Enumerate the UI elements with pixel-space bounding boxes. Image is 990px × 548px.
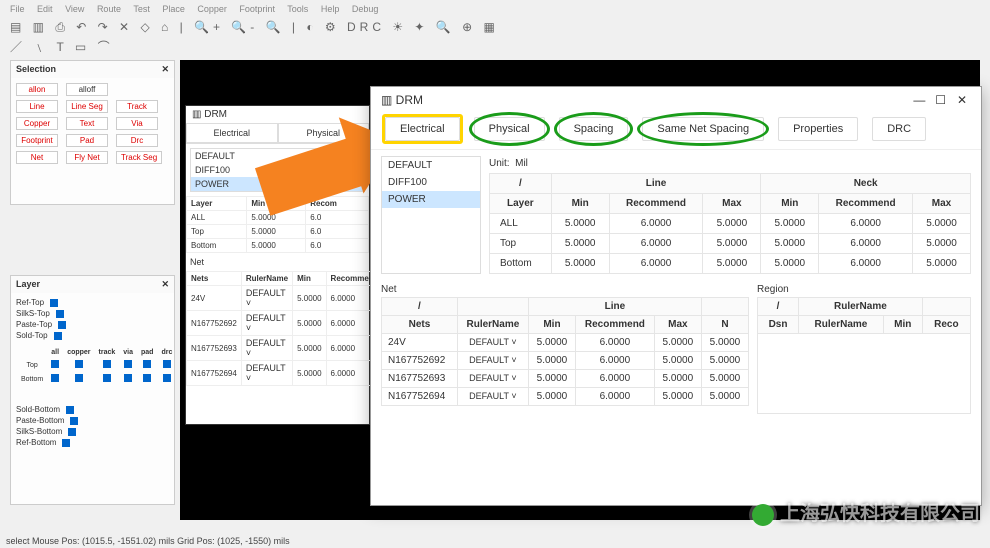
- net-section-label: Net: [381, 282, 749, 297]
- selection-footprint[interactable]: Footprint: [16, 134, 58, 147]
- layer-silks-bottom[interactable]: SilkS-Bottom: [16, 427, 169, 436]
- unit-label: Unit:: [489, 158, 510, 169]
- selection-net[interactable]: Net: [16, 151, 58, 164]
- menu-help[interactable]: Help: [321, 4, 340, 14]
- layer-paste-bottom[interactable]: Paste-Bottom: [16, 416, 169, 425]
- selection-via[interactable]: Via: [116, 117, 158, 130]
- selection-copper[interactable]: Copper: [16, 117, 58, 130]
- selection-fly-net[interactable]: Fly Net: [66, 151, 108, 164]
- menu-edit[interactable]: Edit: [37, 4, 53, 14]
- layer-ref-top[interactable]: Ref-Top: [16, 298, 169, 307]
- region-section-label: Region: [757, 282, 971, 297]
- layer-title: Layer: [16, 279, 40, 290]
- toolbar-row-1[interactable]: ▤ ▥ ⎙ ↶ ↷ ✕ ◇ ⌂ | 🔍+ 🔍- 🔍 | ◐ ⚙ DRC ☀ ✦ …: [10, 20, 499, 35]
- tab-properties[interactable]: Properties: [778, 117, 858, 141]
- minimize-button[interactable]: —: [910, 93, 928, 107]
- tab-physical[interactable]: Physical: [474, 117, 545, 141]
- tab-same-net-spacing[interactable]: Same Net Spacing: [642, 117, 764, 141]
- drm-small-title: DRM: [204, 109, 227, 120]
- menu-view[interactable]: View: [65, 4, 84, 14]
- rule-diff100[interactable]: DIFF100: [382, 174, 480, 191]
- menu-route[interactable]: Route: [97, 4, 121, 14]
- menu-debug[interactable]: Debug: [352, 4, 379, 14]
- menu-tools[interactable]: Tools: [287, 4, 308, 14]
- rule-power[interactable]: POWER: [382, 191, 480, 208]
- rule-default[interactable]: DEFAULT: [382, 157, 480, 174]
- tab-spacing[interactable]: Spacing: [559, 117, 629, 141]
- layer-silks-top[interactable]: SilkS-Top: [16, 309, 169, 318]
- selection-text[interactable]: Text: [66, 117, 108, 130]
- close-icon[interactable]: ✕: [161, 279, 169, 290]
- watermark: 上海弘快科技有限公司: [752, 497, 980, 526]
- drm-window: ▥ DRM — ☐ ✕ ElectricalPhysicalSpacingSam…: [370, 86, 982, 506]
- close-button[interactable]: ✕: [953, 93, 971, 107]
- menubar: File Edit View Route Test Place Copper F…: [10, 4, 388, 14]
- selection-title: Selection: [16, 64, 56, 75]
- selection-alloff[interactable]: alloff: [66, 83, 108, 96]
- layer-paste-top[interactable]: Paste-Top: [16, 320, 169, 329]
- unit-value: Mil: [515, 158, 528, 169]
- tab-electrical-small[interactable]: Electrical: [186, 123, 278, 143]
- selection-track-seg[interactable]: Track Seg: [116, 151, 162, 164]
- menu-file[interactable]: File: [10, 4, 25, 14]
- layer-ref-bottom[interactable]: Ref-Bottom: [16, 438, 169, 447]
- selection-pad[interactable]: Pad: [66, 134, 108, 147]
- menu-place[interactable]: Place: [162, 4, 185, 14]
- status-bar: select Mouse Pos: (1015.5, -1551.02) mil…: [6, 536, 290, 546]
- maximize-button[interactable]: ☐: [932, 93, 950, 107]
- selection-drc[interactable]: Drc: [116, 134, 158, 147]
- selection-panel: Selection ✕ allon alloff Line Line Seg Track C…: [10, 60, 175, 205]
- net-label-small: Net: [186, 253, 369, 271]
- selection-line[interactable]: Line: [16, 100, 58, 113]
- tab-electrical[interactable]: Electrical: [385, 117, 460, 141]
- close-icon[interactable]: ✕: [161, 64, 169, 75]
- layer-sold-bottom[interactable]: Sold-Bottom: [16, 405, 169, 414]
- menu-test[interactable]: Test: [133, 4, 150, 14]
- toolbar-row-2[interactable]: ／ ﹨ T ▭ ⌒: [10, 38, 114, 55]
- selection-line-seg[interactable]: Line Seg: [66, 100, 108, 113]
- menu-copper[interactable]: Copper: [197, 4, 227, 14]
- tab-drc[interactable]: DRC: [872, 117, 926, 141]
- wechat-icon: [752, 504, 774, 526]
- selection-track[interactable]: Track: [116, 100, 158, 113]
- layer-panel: Layer ✕ Ref-Top SilkS-Top Paste-Top Sold-Top…: [10, 275, 175, 505]
- menu-footprint[interactable]: Footprint: [239, 4, 275, 14]
- drm-title: DRM: [396, 93, 423, 107]
- layer-sold-top[interactable]: Sold-Top: [16, 331, 169, 340]
- selection-allon[interactable]: allon: [16, 83, 58, 96]
